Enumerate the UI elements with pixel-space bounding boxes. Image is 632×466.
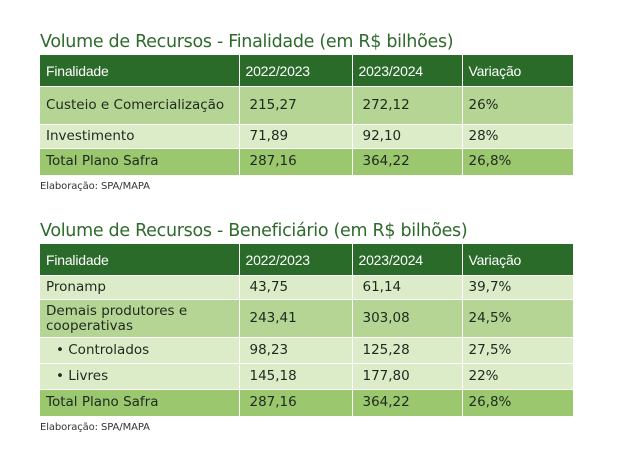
value-2022-2023: 287,16 (239, 389, 353, 416)
value-2023-2024: 272,12 (352, 86, 463, 125)
header-2022-2023: 2022/2023 (239, 244, 353, 276)
table-row: • Livres 145,18 177,80 22% (40, 363, 573, 390)
table-row-total: Total Plano Safra 287,16 364,22 26,8% (40, 389, 573, 416)
row-label: Pronamp (40, 275, 240, 300)
beneficiario-table-title: Volume de Recursos - Beneficiário (em R$… (40, 221, 468, 241)
beneficiario-table: Finalidade 2022/2023 2023/2024 Variação … (40, 244, 573, 416)
header-variacao: Variação (462, 244, 573, 276)
value-2023-2024: 364,22 (352, 389, 463, 416)
value-variacao: 27,5% (462, 337, 573, 364)
sub-row-label: • Controlados (56, 342, 150, 358)
row-label: Investimento (40, 124, 240, 149)
value-2022-2023: 287,16 (239, 148, 353, 175)
table-header-row: Finalidade 2022/2023 2023/2024 Variação (40, 55, 573, 87)
row-label: Total Plano Safra (40, 148, 240, 175)
header-finalidade: Finalidade (40, 244, 240, 276)
header-2022-2023: 2022/2023 (239, 55, 353, 87)
finalidade-table-title: Volume de Recursos - Finalidade (em R$ b… (40, 32, 454, 52)
value-2023-2024: 125,28 (352, 337, 463, 364)
value-2022-2023: 243,41 (239, 299, 353, 338)
value-2022-2023: 145,18 (239, 363, 353, 390)
value-variacao: 39,7% (462, 275, 573, 300)
value-variacao: 26,8% (462, 148, 573, 175)
header-2023-2024: 2023/2024 (352, 55, 463, 87)
row-label: Demais produtores e cooperativas (40, 299, 240, 338)
value-2022-2023: 71,89 (239, 124, 353, 149)
row-label: • Livres (40, 363, 240, 390)
table-row-total: Total Plano Safra 287,16 364,22 26,8% (40, 148, 573, 175)
source-note: Elaboração: SPA/MAPA (40, 421, 150, 433)
value-2022-2023: 43,75 (239, 275, 353, 300)
table-row: Pronamp 43,75 61,14 39,7% (40, 275, 573, 300)
header-2023-2024: 2023/2024 (352, 244, 463, 276)
value-2023-2024: 303,08 (352, 299, 463, 338)
table-row: Demais produtores e cooperativas 243,41 … (40, 299, 573, 338)
beneficiario-section: Volume de Recursos - Beneficiário (em R$… (40, 220, 573, 433)
row-label: • Controlados (40, 337, 240, 364)
value-variacao: 28% (462, 124, 573, 149)
source-note: Elaboração: SPA/MAPA (40, 180, 150, 192)
table-row: • Controlados 98,23 125,28 27,5% (40, 337, 573, 364)
sub-row-label: • Livres (56, 368, 109, 384)
table-row: Custeio e Comercialização 215,27 272,12 … (40, 86, 573, 125)
row-label: Custeio e Comercialização (40, 86, 240, 125)
table-header-row: Finalidade 2022/2023 2023/2024 Variação (40, 244, 573, 276)
value-variacao: 26,8% (462, 389, 573, 416)
value-variacao: 26% (462, 86, 573, 125)
value-variacao: 24,5% (462, 299, 573, 338)
value-2022-2023: 215,27 (239, 86, 353, 125)
value-2023-2024: 364,22 (352, 148, 463, 175)
finalidade-table: Finalidade 2022/2023 2023/2024 Variação … (40, 55, 573, 175)
value-2023-2024: 61,14 (352, 275, 463, 300)
value-2023-2024: 177,80 (352, 363, 463, 390)
header-variacao: Variação (462, 55, 573, 87)
table-row: Investimento 71,89 92,10 28% (40, 124, 573, 149)
finalidade-section: Volume de Recursos - Finalidade (em R$ b… (40, 31, 573, 192)
value-variacao: 22% (462, 363, 573, 390)
value-2023-2024: 92,10 (352, 124, 463, 149)
header-finalidade: Finalidade (40, 55, 240, 87)
row-label: Total Plano Safra (40, 389, 240, 416)
value-2022-2023: 98,23 (239, 337, 353, 364)
